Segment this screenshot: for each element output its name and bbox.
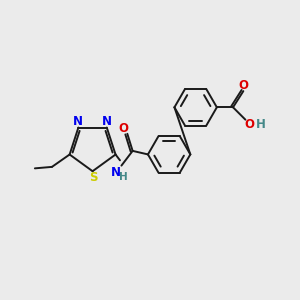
Text: H: H: [256, 118, 266, 131]
Text: O: O: [238, 79, 248, 92]
Text: S: S: [89, 171, 98, 184]
Text: N: N: [102, 115, 112, 128]
Text: N: N: [111, 166, 121, 178]
Text: N: N: [73, 115, 83, 128]
Text: H: H: [119, 172, 128, 182]
Text: O: O: [119, 122, 129, 135]
Text: O: O: [244, 118, 254, 131]
